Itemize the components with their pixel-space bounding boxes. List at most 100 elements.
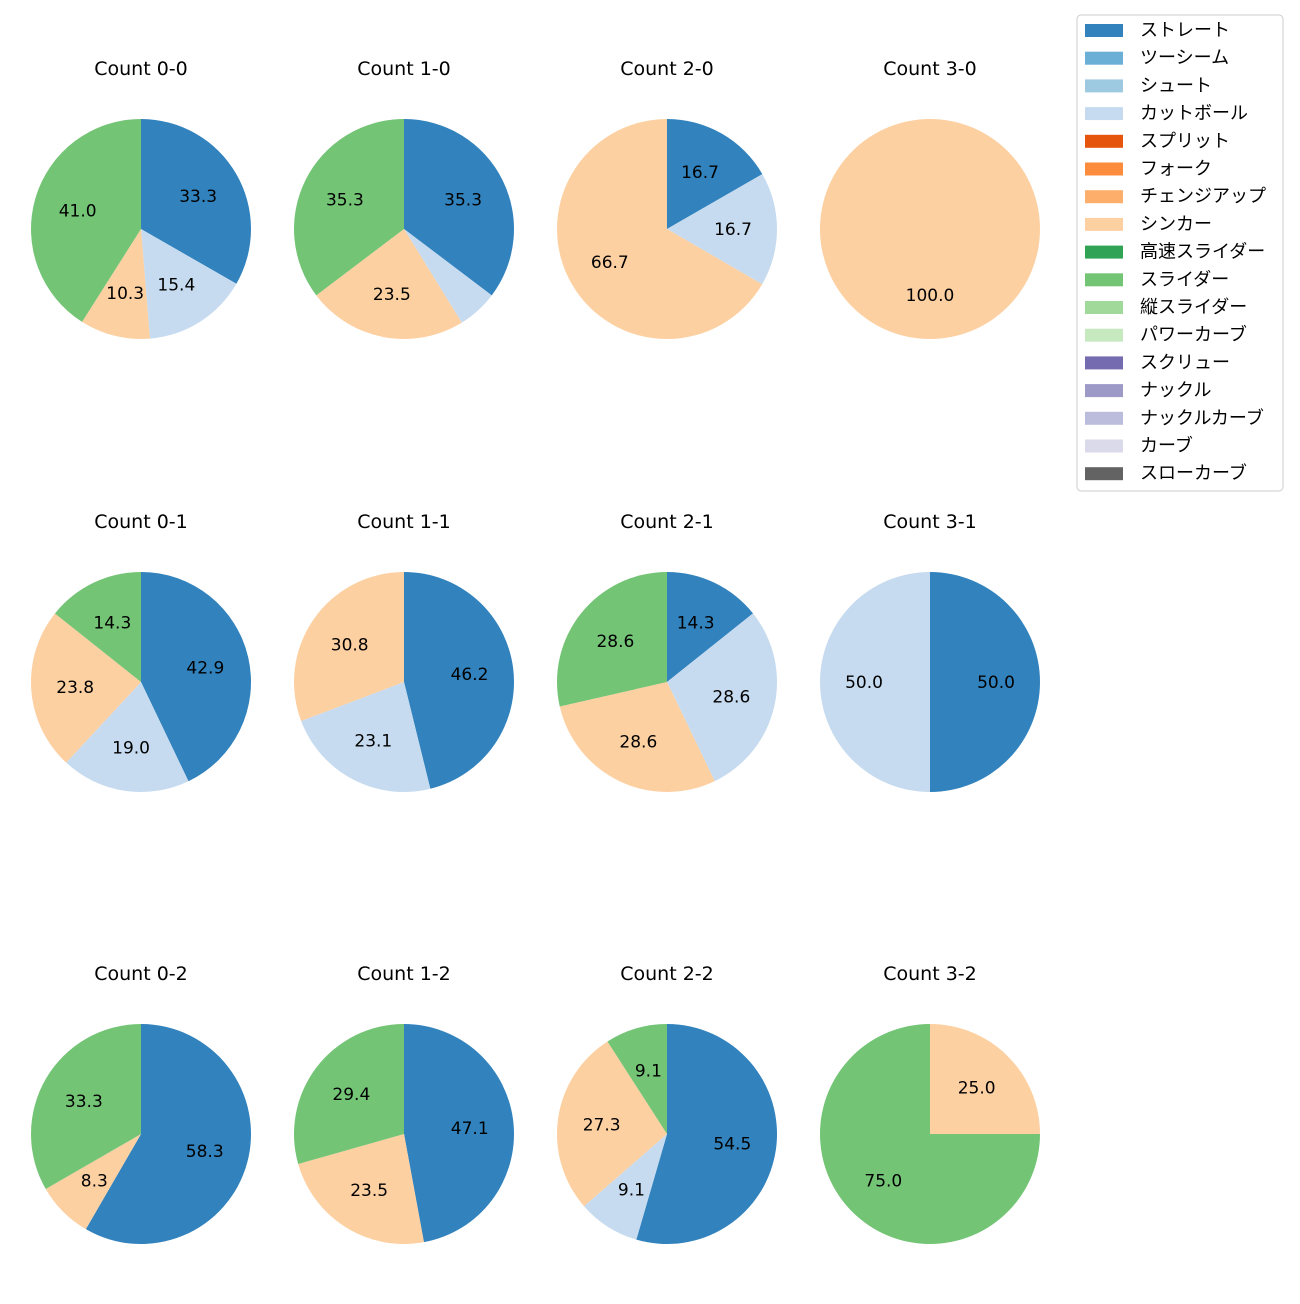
pie-count-2-2: Count 2-2 54.5 9.1 27.3 9.1 bbox=[556, 963, 777, 1244]
pie-value-label: 66.7 bbox=[591, 253, 629, 273]
legend-label: 高速スライダー bbox=[1140, 242, 1265, 263]
legend-label: ストレート bbox=[1140, 20, 1230, 41]
pie-count-0-1: Count 0-1 42.9 19.0 23.8 14.3 bbox=[30, 511, 251, 792]
pie-slice bbox=[667, 174, 777, 285]
pie-value-label: 42.9 bbox=[186, 658, 224, 678]
legend-swatch bbox=[1085, 79, 1123, 93]
pie-title: Count 1-2 bbox=[357, 963, 451, 985]
pie-slice bbox=[820, 119, 1040, 339]
legend-swatch bbox=[1085, 411, 1123, 425]
pie-slice bbox=[404, 572, 514, 789]
pie-count-1-0: Count 1-0 35.3 23.5 35.3 bbox=[294, 58, 514, 339]
pie-value-label: 9.1 bbox=[618, 1181, 645, 1201]
pie-value-label: 8.3 bbox=[81, 1172, 108, 1192]
pie-title: Count 2-0 bbox=[620, 58, 714, 80]
pie-value-label: 23.5 bbox=[373, 285, 411, 305]
pie-slice bbox=[667, 119, 763, 229]
pie-value-label: 47.1 bbox=[451, 1119, 489, 1139]
pie-title: Count 2-1 bbox=[620, 511, 714, 533]
pie-value-label: 100.0 bbox=[906, 286, 955, 306]
pie-value-label: 23.8 bbox=[56, 678, 94, 698]
legend-label: シンカー bbox=[1140, 214, 1212, 235]
pie-slice bbox=[301, 682, 431, 792]
pie-count-3-2: Count 3-2 25.0 75.0 bbox=[820, 963, 1040, 1244]
pie-slice bbox=[294, 1024, 404, 1165]
pie-count-2-1: Count 2-1 14.3 28.6 28.6 28.6 bbox=[557, 511, 777, 792]
pie-slice bbox=[559, 682, 715, 792]
pie-value-label: 33.3 bbox=[179, 187, 217, 207]
pie-slice bbox=[404, 229, 492, 323]
pie-count-3-1: Count 3-1 50.0 50.0 bbox=[820, 511, 1040, 792]
pie-slice bbox=[294, 119, 404, 296]
pie-count-0-2: Count 0-2 58.3 8.3 33.3 bbox=[31, 963, 252, 1244]
legend-frame bbox=[1076, 14, 1284, 492]
pie-slice bbox=[30, 119, 141, 322]
pie-slice bbox=[54, 572, 141, 682]
pie-value-label: 33.3 bbox=[65, 1092, 103, 1112]
pie-count-3-0: Count 3-0 100.0 bbox=[820, 58, 1040, 339]
pie-slice bbox=[31, 1023, 142, 1189]
pie-title: Count 2-2 bbox=[620, 963, 714, 985]
pie-slice bbox=[584, 1134, 667, 1240]
pie-slice bbox=[930, 1024, 1040, 1134]
legend: ストレートツーシームシュートカットボールスプリットフォークチェンジアップシンカー… bbox=[1076, 14, 1284, 492]
pie-value-label: 9.1 bbox=[635, 1062, 662, 1082]
pie-slice bbox=[557, 572, 667, 707]
pie-slice bbox=[141, 119, 251, 284]
legend-label: カットボール bbox=[1140, 103, 1248, 124]
pie-slice bbox=[404, 1024, 514, 1243]
legend-label: スプリット bbox=[1140, 131, 1230, 152]
legend-label: フォーク bbox=[1140, 159, 1212, 180]
pie-title: Count 1-1 bbox=[357, 511, 451, 533]
pie-value-label: 10.3 bbox=[106, 284, 144, 304]
legend-swatch bbox=[1085, 356, 1123, 370]
legend-swatch bbox=[1085, 273, 1123, 287]
pie-value-label: 54.5 bbox=[713, 1134, 751, 1154]
pie-slice bbox=[30, 613, 141, 763]
pie-value-label: 16.7 bbox=[681, 163, 719, 183]
pie-slice bbox=[82, 229, 150, 339]
pie-value-label: 50.0 bbox=[845, 673, 883, 693]
legend-swatch bbox=[1085, 384, 1123, 398]
pie-value-label: 30.8 bbox=[331, 636, 369, 656]
pie-slice bbox=[607, 1024, 667, 1134]
pie-value-label: 23.1 bbox=[354, 731, 392, 751]
pie-value-label: 58.3 bbox=[186, 1142, 224, 1162]
legend-swatch bbox=[1085, 439, 1123, 453]
legend-swatch bbox=[1085, 107, 1123, 121]
pie-title: Count 0-1 bbox=[94, 511, 188, 533]
legend-label: ナックルカーブ bbox=[1140, 407, 1264, 429]
legend-swatch bbox=[1085, 467, 1123, 481]
pie-title: Count 0-2 bbox=[94, 963, 188, 985]
pie-count-0-0: Count 0-0 33.3 15.4 10.3 41.0 bbox=[30, 58, 251, 339]
pie-slice bbox=[556, 1041, 667, 1207]
pie-slice bbox=[294, 572, 404, 722]
legend-label: スライダー bbox=[1140, 269, 1229, 290]
pie-value-label: 35.3 bbox=[444, 191, 482, 211]
legend-swatch bbox=[1085, 217, 1123, 231]
pie-value-label: 28.6 bbox=[596, 632, 634, 652]
pie-value-label: 28.6 bbox=[619, 732, 657, 752]
pie-slice bbox=[66, 682, 189, 792]
pie-slice bbox=[298, 1134, 424, 1244]
pie-value-label: 25.0 bbox=[958, 1078, 996, 1098]
pie-count-1-1: Count 1-1 46.2 23.1 30.8 bbox=[294, 511, 514, 792]
legend-label: スクリュー bbox=[1140, 352, 1230, 373]
pie-value-label: 28.6 bbox=[712, 688, 750, 708]
legend-swatch bbox=[1085, 328, 1123, 342]
legend-label: 縦スライダー bbox=[1140, 297, 1247, 318]
pie-title: Count 0-0 bbox=[94, 58, 188, 80]
pie-value-label: 75.0 bbox=[864, 1172, 902, 1192]
pie-slice bbox=[636, 1024, 777, 1244]
pie-slice bbox=[141, 229, 237, 339]
legend-label: パワーカーブ bbox=[1140, 324, 1247, 346]
pie-value-label: 19.0 bbox=[112, 738, 150, 758]
legend-swatch bbox=[1085, 51, 1123, 65]
pie-title: Count 3-2 bbox=[883, 963, 977, 985]
legend-swatch bbox=[1085, 134, 1123, 148]
pie-slice bbox=[404, 119, 514, 296]
pie-slice bbox=[930, 572, 1040, 792]
pie-slice bbox=[667, 613, 777, 782]
pie-slice bbox=[667, 572, 754, 682]
